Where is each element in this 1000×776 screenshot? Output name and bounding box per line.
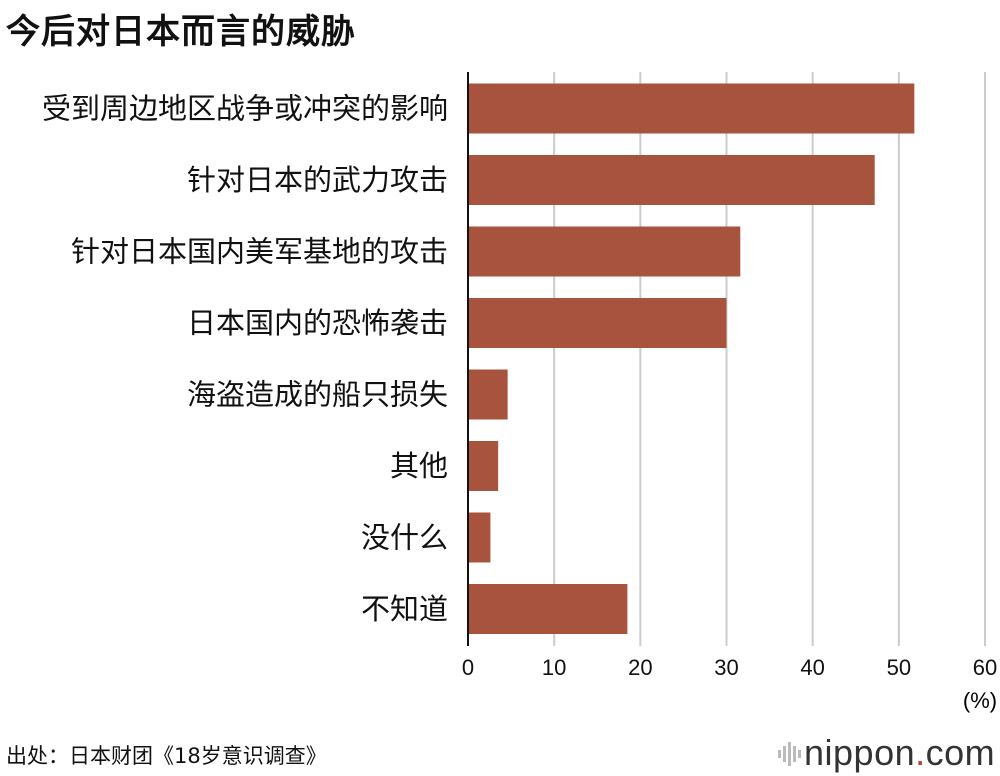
x-axis-unit: (%) xyxy=(963,688,997,713)
bar xyxy=(468,584,628,634)
bar xyxy=(468,155,875,205)
chart-title: 今后对日本而言的威胁 xyxy=(6,12,356,52)
nippon-logo[interactable]: nippon.com xyxy=(778,732,995,774)
category-labels: 受到周边地区战争或冲突的影响针对日本的武力攻击针对日本国内美军基地的攻击日本国内… xyxy=(42,92,448,627)
bar xyxy=(468,369,508,420)
bar-chart: 受到周边地区战争或冲突的影响针对日本的武力攻击针对日本国内美军基地的攻击日本国内… xyxy=(42,72,997,713)
bars xyxy=(468,83,915,634)
category-label: 没什么 xyxy=(361,521,448,555)
x-tick-label: 30 xyxy=(714,655,738,680)
x-tick-label: 60 xyxy=(973,655,997,680)
logo-text: nippon.com xyxy=(804,732,996,773)
category-label: 针对日本的武力攻击 xyxy=(187,163,448,197)
category-label: 海盗造成的船只损失 xyxy=(187,378,448,412)
category-label: 针对日本国内美军基地的攻击 xyxy=(71,235,448,269)
bar xyxy=(468,512,491,563)
bar xyxy=(468,226,741,277)
x-tick-label: 50 xyxy=(887,655,911,680)
x-tick-labels: 0 10 20 30 40 50 60 xyxy=(462,655,997,680)
x-tick-label: 10 xyxy=(542,655,566,680)
category-label: 其他 xyxy=(390,449,448,483)
bar xyxy=(468,441,499,491)
category-label: 日本国内的恐怖袭击 xyxy=(187,306,448,340)
bar xyxy=(468,298,727,348)
category-label: 不知道 xyxy=(361,592,448,626)
x-tick-label: 0 xyxy=(462,655,474,680)
x-tick-label: 20 xyxy=(628,655,652,680)
category-label: 受到周边地区战争或冲突的影响 xyxy=(42,92,448,126)
x-tick-label: 40 xyxy=(800,655,824,680)
bar xyxy=(468,83,915,134)
source-note: 出处：日本财团《18岁意识调查》 xyxy=(6,744,327,768)
sound-wave-icon xyxy=(778,742,801,766)
